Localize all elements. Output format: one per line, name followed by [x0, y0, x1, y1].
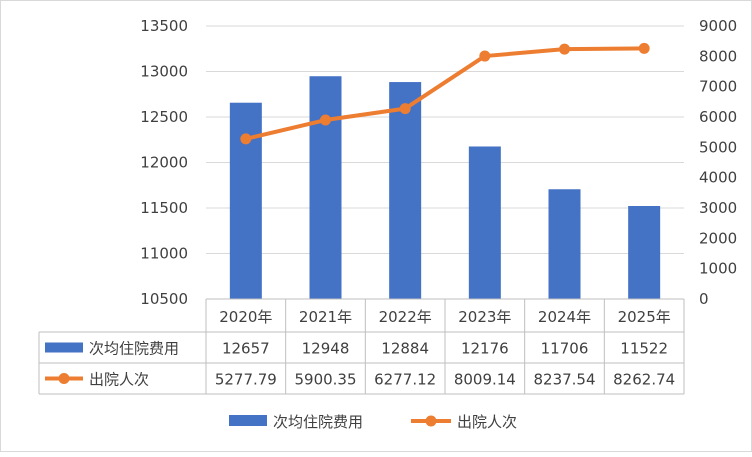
- category-label: 2025年: [618, 308, 671, 326]
- right-tick-label: 0: [699, 290, 709, 308]
- table-cell: 8009.14: [454, 371, 516, 389]
- table-cell: 11706: [541, 340, 589, 358]
- line-series: [240, 42, 650, 145]
- table-cell: 5900.35: [294, 371, 356, 389]
- bar: [548, 189, 581, 299]
- table-cell: 12657: [222, 340, 270, 358]
- line-point: [320, 114, 331, 126]
- bar: [628, 205, 661, 299]
- line-point: [399, 103, 411, 115]
- left-tick-label: 13000: [140, 63, 188, 81]
- table-cell: 8262.74: [613, 371, 675, 389]
- right-tick-label: 9000: [699, 17, 737, 35]
- line-point: [638, 42, 650, 54]
- right-tick-label: 8000: [699, 47, 737, 65]
- table-cell: 12884: [381, 340, 429, 358]
- line-point: [240, 133, 252, 145]
- right-tick-label: 1000: [699, 260, 737, 278]
- gridlines: [206, 25, 684, 300]
- table-cell: 12948: [302, 340, 350, 358]
- bar: [389, 82, 422, 299]
- left-tick-label: 13500: [140, 17, 188, 35]
- line-point: [559, 43, 570, 55]
- table-bar-key: [45, 342, 83, 353]
- legend-label: 次均住院费用: [273, 413, 363, 431]
- right-tick-label: 4000: [699, 169, 737, 187]
- category-label: 2021年: [299, 308, 352, 326]
- legend-label: 出院人次: [457, 413, 517, 431]
- bar-series: [229, 76, 661, 300]
- table-series-name: 次均住院费用: [89, 340, 179, 358]
- legend: 次均住院费用 出院人次: [229, 413, 517, 431]
- right-tick-label: 3000: [699, 199, 737, 217]
- table-cell: 8237.54: [533, 371, 595, 389]
- bar: [309, 76, 342, 300]
- right-tick-label: 2000: [699, 229, 737, 247]
- category-label: 2024年: [538, 308, 591, 326]
- category-label: 2023年: [458, 308, 511, 326]
- bar: [468, 146, 501, 299]
- line-point: [479, 50, 491, 62]
- right-axis-ticks: 0 1000 2000 3000 4000 5000 6000 7000 8000 9000: [699, 17, 737, 308]
- left-tick-label: 11000: [140, 245, 188, 263]
- bar: [229, 102, 262, 299]
- right-tick-label: 5000: [699, 138, 737, 156]
- left-axis-ticks: 10500 11000 11500 12000 12500 13000 13500: [140, 17, 188, 308]
- left-tick-label: 11500: [140, 199, 188, 217]
- left-tick-label: 10500: [140, 290, 188, 308]
- left-tick-label: 12000: [140, 154, 188, 172]
- table-line-key-point: [58, 373, 70, 384]
- table-cell: 12176: [461, 340, 509, 358]
- left-tick-label: 12500: [140, 108, 188, 126]
- data-table: 2020年 2021年 2022年 2023年 2024年 2025年次均住院费用出院人次…: [38, 298, 685, 395]
- table-cell: 5277.79: [215, 371, 277, 389]
- line-path: [243, 46, 647, 141]
- table-cell: 6277.12: [374, 371, 436, 389]
- table-series-name: 出院人次: [89, 371, 149, 389]
- table-cell: 11522: [620, 340, 668, 358]
- category-label: 2020年: [219, 308, 272, 326]
- category-label: 2022年: [379, 308, 432, 326]
- legend-line-key-point: [425, 415, 437, 427]
- right-tick-label: 6000: [699, 108, 737, 126]
- legend-bar-key: [229, 415, 267, 426]
- right-tick-label: 7000: [699, 78, 737, 96]
